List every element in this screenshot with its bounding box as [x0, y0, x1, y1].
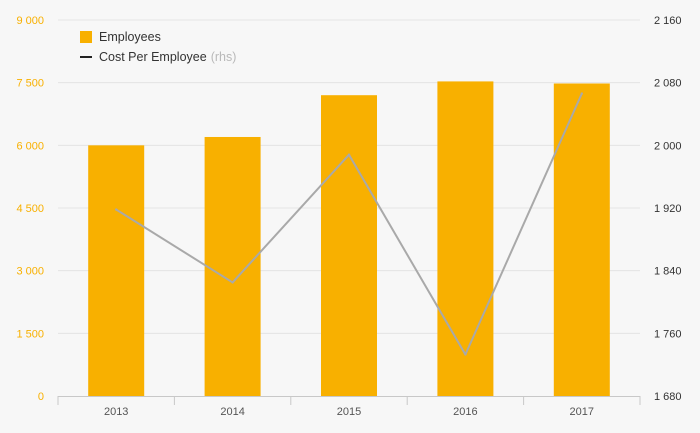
legend-label-employees: Employees [99, 30, 161, 44]
bar-employees[interactable] [88, 145, 145, 396]
y-right-tick-label: 1 760 [654, 328, 682, 340]
x-tick-label: 2017 [570, 406, 594, 418]
legend-swatch-employees [80, 31, 92, 43]
y-left-tick-label: 9 000 [16, 15, 44, 27]
legend-item-cost-per-employee[interactable]: Cost Per Employee (rhs) [80, 47, 236, 67]
axes: 0 1 680 1 500 1 760 3 000 1 840 4 500 1 920 6 00… [16, 15, 681, 418]
point-cost-per-employee[interactable] [115, 208, 118, 211]
y-left-tick-label: 1 500 [16, 328, 44, 340]
bar-employees[interactable] [204, 136, 261, 396]
y-right-tick-label: 1 840 [654, 266, 682, 278]
bar-employees[interactable] [321, 95, 377, 396]
x-tick-label: 2013 [104, 406, 128, 418]
y-right-tick-label: 2 000 [654, 140, 682, 152]
y-right-tick-label: 1 920 [654, 203, 682, 215]
bar-employees[interactable] [437, 81, 494, 396]
bar-employees[interactable] [553, 83, 610, 396]
y-left-tick-label: 6 000 [16, 140, 44, 152]
y-left-tick-label: 3 000 [16, 266, 44, 278]
y-left-tick-label: 4 500 [16, 203, 44, 215]
y-right-tick-label: 1 680 [654, 391, 682, 403]
bars [88, 81, 610, 396]
legend-item-employees[interactable]: Employees [80, 27, 236, 47]
point-cost-per-employee[interactable] [464, 353, 467, 356]
legend: Employees Cost Per Employee (rhs) [80, 27, 236, 67]
x-tick-label: 2015 [337, 406, 361, 418]
y-left-tick-label: 7 500 [16, 78, 44, 90]
point-cost-per-employee[interactable] [347, 153, 351, 156]
x-tick-label: 2016 [453, 406, 477, 418]
y-right-tick-label: 2 080 [654, 78, 682, 90]
point-cost-per-employee[interactable] [231, 281, 234, 284]
legend-swatch-cost-per-employee [80, 56, 92, 58]
y-left-tick-label: 0 [38, 391, 44, 403]
legend-label-cost-per-employee: Cost Per Employee [99, 50, 207, 64]
line-series [115, 92, 583, 356]
x-tick-label: 2014 [220, 406, 244, 418]
legend-rhs-note: (rhs) [210, 50, 237, 64]
y-right-tick-label: 2 160 [654, 15, 682, 27]
point-cost-per-employee[interactable] [580, 92, 583, 95]
